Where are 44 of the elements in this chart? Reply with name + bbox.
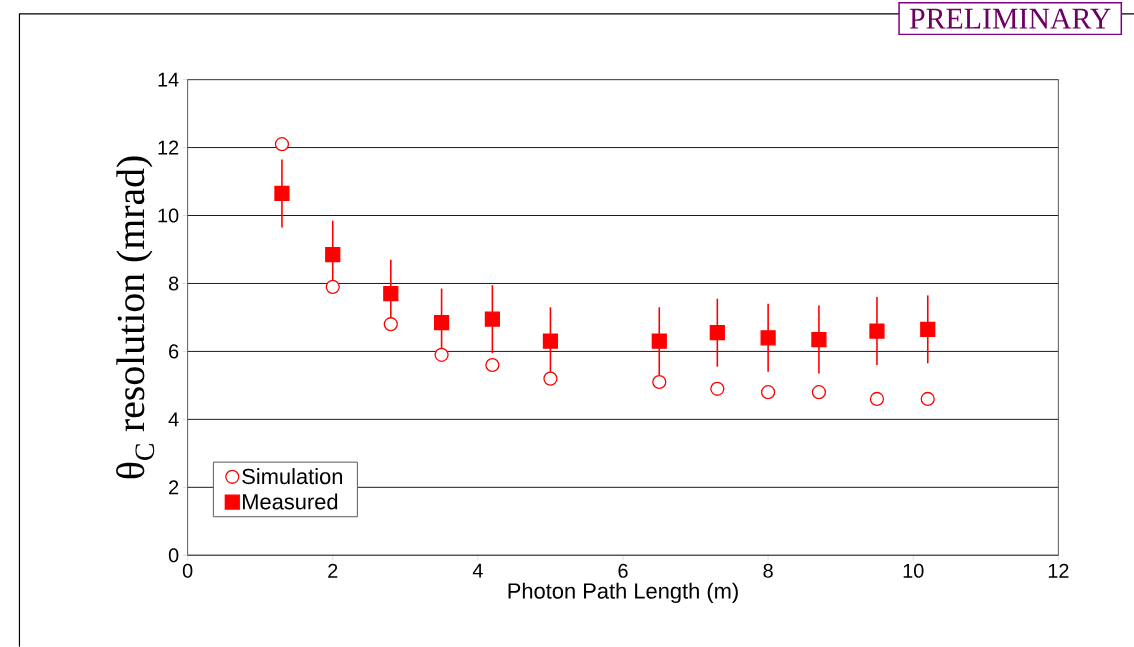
point <box>869 391 885 407</box>
point <box>484 311 500 327</box>
x-tick-label: 0 <box>182 563 193 578</box>
y-tick-label: 8 <box>168 276 179 291</box>
legend-label: Simulation <box>242 468 343 485</box>
y-tick-label: 2 <box>169 480 179 495</box>
point <box>433 315 450 331</box>
point <box>434 347 449 363</box>
point <box>760 330 776 346</box>
legend-label: Measured <box>243 493 338 510</box>
point <box>325 279 340 295</box>
y-tick-label: 12 <box>158 140 179 155</box>
point <box>811 385 827 400</box>
point <box>383 317 398 332</box>
point <box>274 137 290 152</box>
x-tick-label: 10 <box>903 563 924 578</box>
point <box>652 374 667 390</box>
point <box>274 185 290 202</box>
point <box>543 371 558 386</box>
y-tick-label: 4 <box>168 412 179 427</box>
x-tick-label: 4 <box>472 563 483 578</box>
y-tick-label: 14 <box>158 72 179 87</box>
point <box>710 381 725 396</box>
point <box>485 357 500 373</box>
x-axis-title: Photon Path Length (m) <box>508 582 738 604</box>
x-tick-label: 12 <box>1048 563 1069 578</box>
y-tick-label: 6 <box>169 344 179 359</box>
point <box>811 331 827 348</box>
point <box>325 247 341 263</box>
point <box>869 323 885 339</box>
y-axis-title: θ$_{C}$ resolution (mrad) <box>116 156 155 479</box>
point <box>920 391 935 407</box>
point <box>651 333 667 349</box>
point <box>383 286 399 302</box>
x-tick-label: 6 <box>618 563 628 578</box>
y-tick-label: 0 <box>168 548 179 563</box>
point <box>920 321 936 338</box>
point <box>761 385 776 400</box>
y-tick-label: 10 <box>158 208 179 223</box>
x-tick-label: 2 <box>328 563 338 578</box>
point <box>709 325 725 341</box>
x-tick-label: 8 <box>763 563 773 578</box>
text: PRELIMINARY <box>909 8 1111 29</box>
point <box>542 333 559 349</box>
